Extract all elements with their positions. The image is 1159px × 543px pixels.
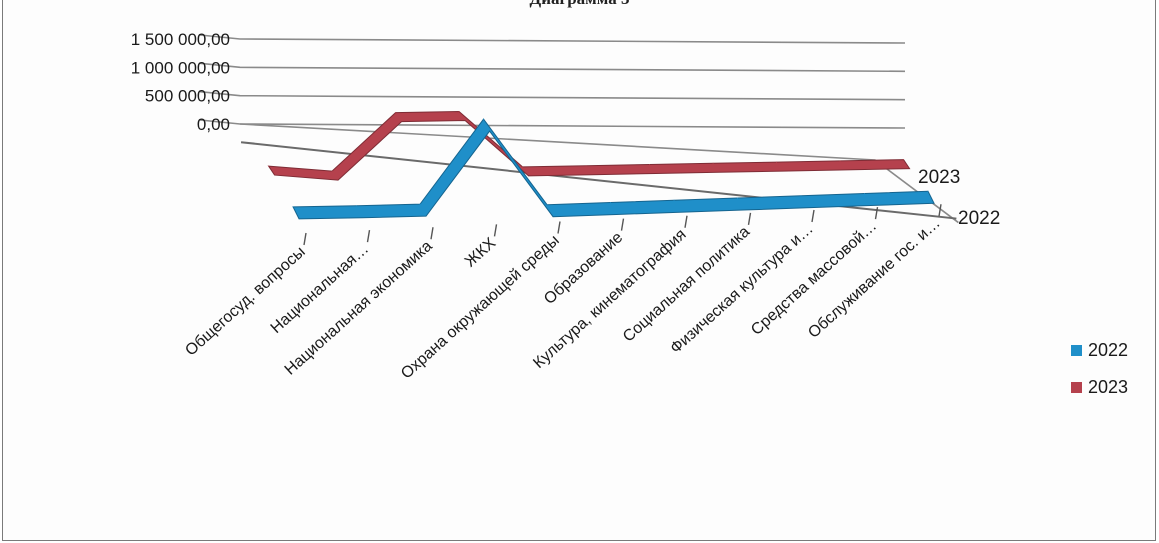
series-ribbon-2023 [267,110,911,181]
data-point-2022-10 [927,190,929,192]
legend-swatch-2022 [1071,345,1082,356]
data-point-2022-4 [546,204,548,206]
category-tick [684,215,688,228]
data-point-2023-8 [776,161,778,163]
category-tick [430,227,434,240]
gridline [199,62,906,73]
data-point-2022-0 [292,206,294,208]
gridline [199,90,906,101]
series-ribbon-2022 [292,118,935,220]
data-point-2023-10 [903,159,905,161]
category-tick-label: ЖКХ [462,234,499,270]
category-tick [366,230,371,243]
data-point-2022-8 [800,195,802,197]
legend-label: 2022 [1088,340,1129,360]
category-tick [747,212,752,225]
y-tick-label: 500 000,00 [145,87,230,106]
data-point-2023-0 [268,165,270,167]
category-tick [303,232,307,246]
data-point-2022-5 [610,201,612,203]
legend-item-2022: 2022 [1071,340,1128,361]
data-point-2022-9 [864,193,866,195]
depth-tick-label: 2023 [918,167,960,188]
depth-tick-label: 2022 [958,208,1000,229]
chart-title: Диаграмма 3 [0,0,1159,9]
data-point-2023-1 [331,170,333,172]
data-point-2023-7 [712,162,714,164]
y-tick-label: 1 500 000,00 [131,30,230,49]
y-tick-label: 0,00 [197,115,230,134]
gridlines [199,34,906,129]
data-point-2022-6 [673,199,675,201]
data-point-2022-1 [356,205,358,207]
gridline [199,34,906,44]
data-point-2023-3 [458,110,460,112]
legend-label: 2023 [1088,377,1129,397]
data-point-2023-9 [839,160,841,162]
legend-item-2023: 2023 [1071,377,1128,398]
legend-swatch-2023 [1071,382,1082,393]
series-ribbons [267,110,935,220]
data-point-2023-2 [395,112,397,114]
gridline [199,119,906,129]
category-tick [938,204,942,217]
category-tick [620,218,625,231]
data-point-2023-4 [522,166,524,168]
data-point-2022-3 [483,118,485,120]
category-tick [557,221,561,234]
data-point-2023-5 [585,165,587,167]
axes [239,123,959,246]
category-tick [874,207,879,220]
category-tick [811,209,815,223]
y-tick-label: 1 000 000,00 [131,58,230,77]
category-tick-label: Общегосуд. вопросы [182,243,308,359]
data-point-2023-6 [649,163,651,165]
data-point-2022-2 [419,203,421,205]
data-point-2022-7 [737,197,739,199]
category-tick [493,224,498,237]
